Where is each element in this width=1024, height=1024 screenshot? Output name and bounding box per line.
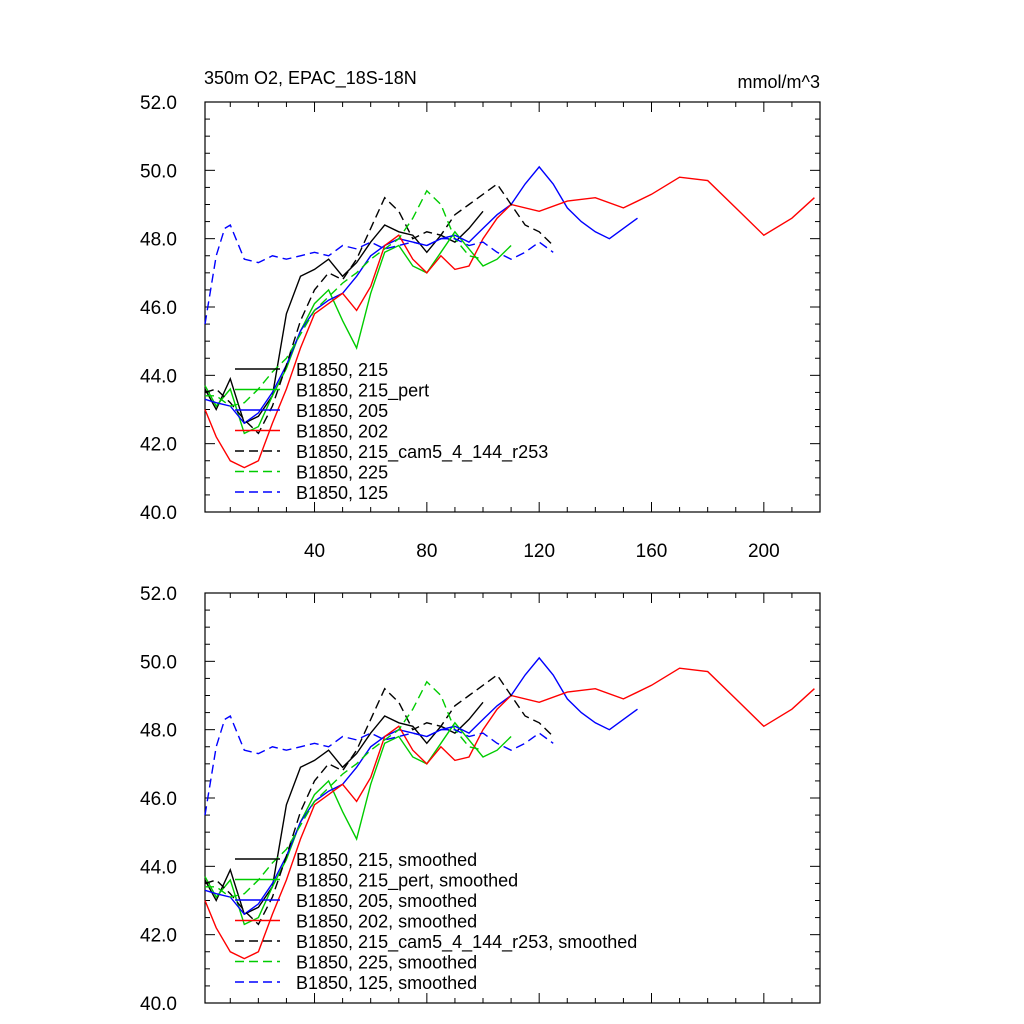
series-line xyxy=(205,189,484,407)
x-tick-label: 120 xyxy=(523,541,555,562)
legend-label: B1850, 215_pert xyxy=(296,381,429,402)
y-tick-label: 44.0 xyxy=(140,857,177,878)
bottom-panel: 40.0 42.0 44.0 46.0 48.0 50.0 52.0 B1850, 215, … xyxy=(140,584,821,1015)
legend-label: B1850, 125, smoothed xyxy=(296,973,477,993)
legend-label: B1850, 205, smoothed xyxy=(296,891,477,911)
y-tick-label: 46.0 xyxy=(140,789,177,810)
y-tick-label: 44.0 xyxy=(140,366,177,387)
series-line xyxy=(204,714,554,816)
series-line xyxy=(204,223,554,325)
units-label: mmol/m^3 xyxy=(738,72,820,92)
chart-title: 350m O2, EPAC_18S-18N xyxy=(204,68,417,89)
y-tick-label: 42.0 xyxy=(140,435,177,456)
y-tick-label: 50.0 xyxy=(140,652,177,673)
legend-label: B1850, 215_cam5_4_144_r253, smoothed xyxy=(296,932,637,953)
legend-label: B1850, 125 xyxy=(296,483,388,503)
y-tick-label: 52.0 xyxy=(140,93,177,114)
legend-label: B1850, 225, smoothed xyxy=(296,953,477,973)
x-tick-label: 40 xyxy=(304,541,325,562)
y-tick-label: 48.0 xyxy=(140,721,177,742)
legend-label: B1850, 215_cam5_4_144_r253 xyxy=(296,442,548,463)
x-tick-label: 200 xyxy=(748,541,780,562)
y-tick-label: 52.0 xyxy=(140,584,177,605)
y-tick-label: 40.0 xyxy=(140,994,177,1015)
series-line xyxy=(204,667,815,960)
y-tick-label: 50.0 xyxy=(140,161,177,182)
top-panel: 40.0 42.0 44.0 46.0 48.0 50.0 52.0 40 80 120 160 20… xyxy=(140,93,821,562)
legend-label: B1850, 215_pert, smoothed xyxy=(296,871,518,892)
y-tick-label: 46.0 xyxy=(140,298,177,319)
y-tick-label: 42.0 xyxy=(140,926,177,947)
series-line xyxy=(204,183,554,435)
legend-label: B1850, 202, smoothed xyxy=(296,912,477,932)
legend-label: B1850, 225 xyxy=(296,463,388,483)
legend-label: B1850, 205 xyxy=(296,401,388,421)
y-tick-label: 40.0 xyxy=(140,503,177,524)
series-line xyxy=(204,176,815,469)
series-line xyxy=(205,680,484,898)
legend-label: B1850, 202 xyxy=(296,422,388,442)
legend-label: B1850, 215 xyxy=(296,360,388,380)
x-tick-label: 160 xyxy=(636,541,668,562)
legend-label: B1850, 215, smoothed xyxy=(296,850,477,870)
x-tick-label: 80 xyxy=(416,541,437,562)
y-tick-label: 48.0 xyxy=(140,230,177,251)
